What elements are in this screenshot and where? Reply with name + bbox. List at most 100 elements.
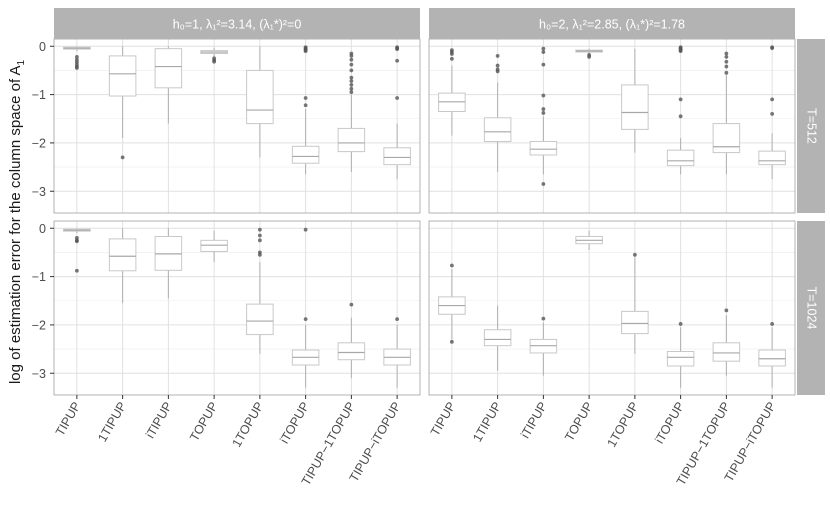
y-tick-label: −1 — [32, 270, 46, 284]
box-TIPUP−1TOPUP — [712, 51, 741, 175]
outlier-point — [541, 182, 546, 186]
x-tick-label: 1TOPUP — [229, 400, 266, 450]
box-iTIPUP — [154, 46, 183, 124]
outlier-point — [678, 49, 683, 53]
outlier-point — [303, 96, 308, 100]
box-body — [666, 149, 695, 167]
outlier-point — [303, 103, 308, 108]
box-1TIPUP — [108, 228, 137, 304]
outlier-point — [541, 46, 546, 51]
outlier-point — [770, 322, 775, 326]
outlier-point — [257, 233, 262, 238]
box-TIPUP−iTOPUP — [383, 317, 411, 388]
outlier-point — [303, 227, 308, 232]
panel-r0-c0 — [54, 39, 420, 213]
box-TOPUP — [575, 230, 603, 250]
outlier-point — [541, 93, 546, 98]
outlier-point — [724, 54, 729, 59]
x-tick-label: TOPUP — [562, 400, 596, 444]
box-body — [483, 329, 512, 347]
box-body — [108, 238, 137, 272]
box-body — [712, 123, 741, 154]
column-strip-label: h₀=2, λ₁²=2.85, (λ₁*)²=1.78 — [539, 18, 685, 32]
outlier-point — [678, 322, 683, 326]
x-tick-label: TIPUP−iTOPUP — [347, 400, 404, 485]
outlier-point — [349, 57, 354, 62]
y-axis-layer: 0 −1 −2 −3 0 −1 −2 −3 — [32, 40, 54, 381]
y-tick-label: 0 — [39, 222, 46, 236]
box-body — [621, 84, 649, 130]
panel-r1-c0 — [54, 221, 420, 395]
y-axis-title-text: log of estimation error for the column s… — [7, 66, 24, 385]
outlier-point — [349, 54, 354, 58]
outlier-point — [74, 268, 79, 273]
box-body — [246, 303, 274, 336]
box-iTOPUP — [666, 45, 695, 175]
outlier-point — [349, 90, 354, 95]
box-body — [712, 342, 741, 362]
box-TIPUP−iTOPUP — [758, 45, 786, 180]
x-tick-label: TOPUP — [187, 400, 221, 444]
outlier-point — [449, 56, 454, 61]
outlier-point — [724, 64, 729, 69]
outlier-point — [495, 69, 500, 74]
box-TIPUP — [63, 228, 91, 273]
outlier-point — [395, 96, 400, 100]
x-tick-label: TIPUP — [428, 400, 459, 439]
outlier-point — [724, 51, 729, 56]
outlier-point — [495, 54, 500, 58]
box-TIPUP — [438, 48, 466, 136]
outlier-point — [632, 252, 637, 257]
box-1TIPUP — [483, 305, 512, 371]
x-tick-label: iTOPUP — [277, 400, 312, 447]
box-TIPUP — [63, 46, 91, 70]
box-TOPUP — [575, 48, 603, 59]
box-iTOPUP — [291, 227, 320, 388]
outlier-point — [74, 54, 79, 59]
outlier-point — [74, 66, 79, 70]
box-iTOPUP — [666, 322, 695, 388]
box-body — [337, 127, 366, 153]
panels-layer — [53, 38, 796, 396]
outlier-point — [395, 58, 400, 63]
box-body — [666, 351, 695, 367]
box-iTIPUP — [529, 46, 558, 186]
outlier-point — [724, 308, 729, 313]
outlier-point — [541, 107, 546, 111]
outlier-point — [770, 112, 775, 116]
row-strip — [797, 221, 825, 395]
outlier-point — [770, 46, 775, 51]
x-tick-label: iTIPUP — [143, 400, 175, 441]
y-axis-title: log of estimation error for the column s… — [7, 60, 27, 385]
panel-border — [428, 220, 796, 396]
box-body — [291, 145, 320, 164]
box-body — [529, 140, 558, 156]
outlier-point — [349, 86, 354, 91]
outlier-point — [257, 227, 262, 232]
x-tick-label: iTIPUP — [518, 400, 550, 441]
outlier-point — [349, 79, 354, 83]
panel-r1-c1 — [429, 221, 795, 395]
outlier-point — [541, 62, 546, 67]
outlier-point — [724, 59, 729, 64]
box-body — [621, 310, 649, 335]
outlier-point — [349, 75, 354, 80]
box-TOPUP — [200, 47, 228, 64]
outlier-point — [257, 238, 262, 243]
outlier-point — [303, 49, 308, 53]
outlier-point — [678, 97, 683, 102]
outlier-point — [449, 339, 454, 344]
strips-layer: h₀=1, λ₁²=3.14, (λ₁*)²=0 h₀=2, λ₁²=2.85, … — [54, 8, 825, 395]
outlier-point — [120, 155, 125, 160]
row-strip-label: T=512 — [805, 108, 819, 144]
box-body — [758, 150, 786, 166]
box-iTOPUP — [291, 45, 320, 175]
outlier-point — [74, 239, 79, 244]
box-1TOPUP — [621, 48, 649, 153]
x-axis-layer: TIPUP 1TIPUP iTIPUP TOPUP 1TOPUP iTOPUPTIPUP−… — [53, 395, 779, 488]
panel-r0-c1 — [429, 39, 795, 213]
panel-border — [53, 220, 421, 396]
box-TIPUP−1TOPUP — [712, 308, 741, 376]
outlier-point — [349, 62, 354, 67]
